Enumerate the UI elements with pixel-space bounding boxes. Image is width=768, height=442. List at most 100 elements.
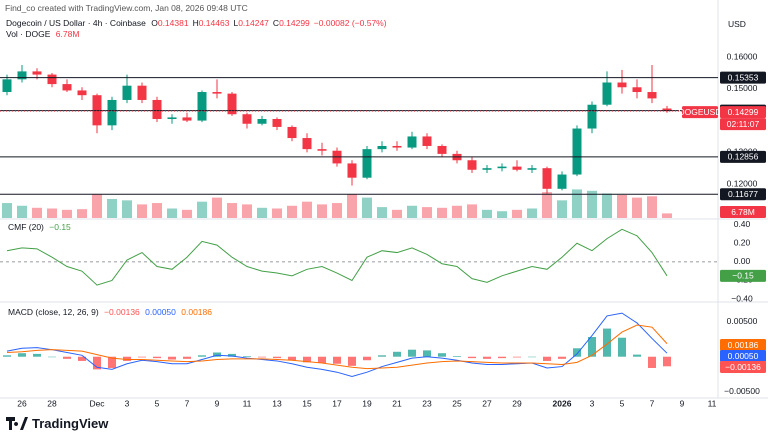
histogram-bar [63,356,71,359]
candle-body [227,93,237,115]
histogram-bar [378,355,386,357]
x-tick-label: 15 [302,398,312,408]
volume-bar [662,213,672,218]
x-tick-label: 29 [512,398,522,408]
volume-bar [362,197,372,218]
macd-value: 0.00050 [145,307,176,317]
volume-bar [227,203,237,218]
level-label-bg [720,71,766,84]
macd-series-label: 0.00050 [728,351,759,361]
histogram-bar [243,356,251,357]
candle-body [587,104,597,129]
x-tick-label: Dec [89,398,105,408]
histogram-bar [48,356,56,358]
volume-bar [542,192,552,218]
candle-body [497,166,507,169]
volume-bar [302,201,312,218]
level-label-bg [720,188,766,201]
x-tick-label: 7 [185,398,190,408]
volume-bar [47,208,57,218]
volume-bar [347,194,357,218]
x-tick-label: 9 [680,398,685,408]
histogram-bar [393,351,401,357]
candle-body [167,117,177,119]
histogram-bar [93,356,101,370]
x-tick-label: 3 [125,398,130,408]
candle-body [482,168,492,170]
histogram-bar [483,356,491,359]
histogram-bar [108,356,116,368]
histogram-bar [318,356,326,364]
candle-body [77,90,87,96]
symbol[interactable]: Dogecoin / US Dollar · 4h · Coinbase [6,18,146,28]
histogram-bar [258,356,266,358]
candle-body [302,138,312,150]
histogram-bar [438,353,446,357]
price-name-bg [682,106,718,119]
ohlc-item: 0.14299 [279,18,310,28]
histogram-bar [288,356,296,361]
x-tick-label: 26 [17,398,27,408]
volume-bar [377,207,387,218]
candle-body [32,71,42,75]
logo[interactable]: TradingView [6,416,108,431]
y-tick-label: 0.40 [734,219,751,229]
volume-bar [242,204,252,218]
price-label: 0.14299 [728,107,759,117]
currency[interactable]: USD [728,19,746,29]
volume-bar [272,208,282,218]
candle-body [107,99,117,126]
x-tick-label: 17 [332,398,342,408]
histogram-bar [198,355,206,357]
signal-line [6,324,668,370]
volume-bar [92,194,102,218]
volume-label: 6.78M [731,207,755,217]
volume-bar [557,200,567,218]
price-label-bg [720,106,766,119]
histogram-bar [588,337,596,357]
y-tick-label: −0.00500 [724,386,760,396]
candle-body [422,136,432,146]
ohlc: O0.14381 H0.14463 L0.14247 C0.14299 −0.00082… [151,18,390,28]
candle-body [362,149,372,178]
x-tick-label: 25 [452,398,462,408]
x-tick-label: 5 [155,398,160,408]
histogram-bar [513,356,521,358]
y-tick-label: 0.16000 [727,51,758,61]
x-tick-label: 2026 [553,398,572,408]
price-name: DOGEUSD [679,107,722,117]
y-tick-label: 0.00500 [727,316,758,326]
candle-body [212,92,222,94]
x-tick-label: 23 [422,398,432,408]
volume-line: Vol · DOGE 6.78M [6,29,82,39]
ohlc-item: 0.14463 [198,18,230,28]
volume-bar [617,194,627,218]
candle-body [512,166,522,170]
histogram-bar [453,356,461,357]
level-label: 0.11677 [728,189,758,199]
volume-bar [632,197,642,218]
histogram-bar [663,356,671,367]
volume-bar [572,189,582,218]
cmf-label-bg [720,269,766,282]
y-tick-label: 0.00 [734,256,751,266]
volume-bar [422,207,432,218]
histogram-bar [78,356,86,361]
ohlc-item: 0.14381 [157,18,189,28]
histogram-bar [408,349,416,357]
macd-hist-value: −0.00136 [104,307,140,317]
volume-bar [602,193,612,218]
volume-bar [332,203,342,218]
countdown-bg [720,118,766,131]
volume-bar [392,209,402,218]
volume-value: 6.78M [55,29,80,39]
volume-bar [497,211,507,218]
histogram-bar [648,356,656,368]
volume-bar [2,203,12,218]
y-tick-label: 0.20 [734,238,751,248]
histogram-bar [3,355,11,357]
volume-bar [167,208,177,218]
ohlc-item: O [151,18,158,28]
histogram-bar [168,356,176,360]
candle-body [377,145,387,150]
